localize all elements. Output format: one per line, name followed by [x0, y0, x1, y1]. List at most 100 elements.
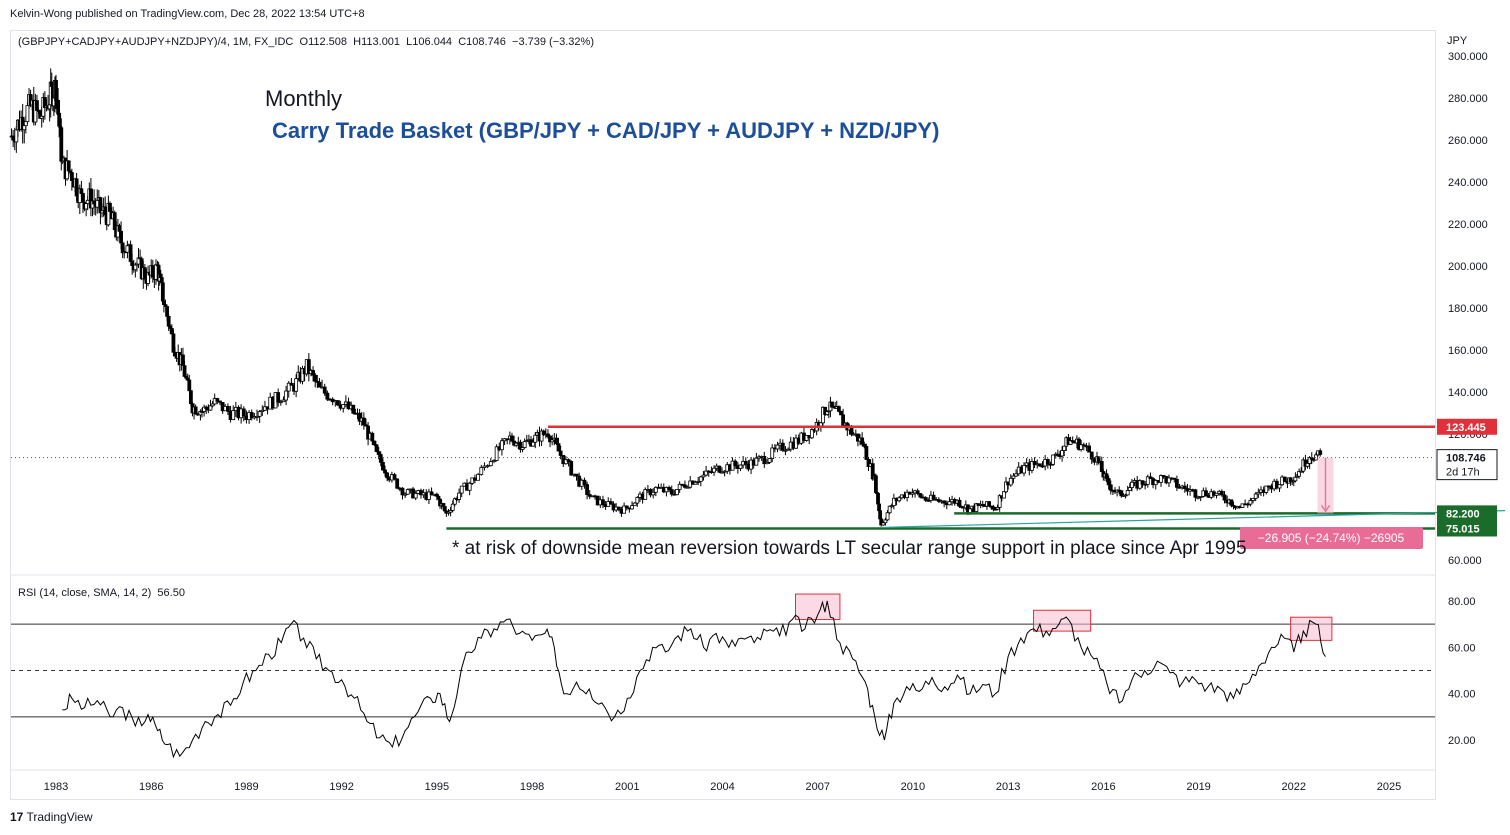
candle-body: [862, 443, 867, 447]
rsi-legend: RSI (14, close, SMA, 14, 2) 56.50: [18, 587, 185, 599]
candle-body: [119, 230, 123, 244]
price-badge-resistance: [1437, 418, 1497, 435]
candle-body: [108, 202, 112, 212]
candle-body: [150, 265, 155, 278]
time-tick-label: 1989: [234, 781, 258, 793]
time-tick-label: 1986: [139, 781, 163, 793]
candle-body: [249, 412, 254, 419]
high-value: H113.001: [353, 36, 401, 48]
candle-body: [400, 487, 405, 496]
price-tick-label: 300.000: [1448, 51, 1488, 63]
candle-body: [630, 505, 634, 510]
price-tick-label: 220.000: [1448, 219, 1488, 231]
candle-body: [1040, 465, 1045, 468]
candle-body: [473, 477, 477, 481]
candle-body: [780, 442, 785, 451]
annotation-note[interactable]: * at risk of downside mean reversion tow…: [452, 538, 1247, 559]
price-tick-label: 60.000: [1448, 555, 1482, 567]
candle-body: [1099, 461, 1104, 472]
candle-body: [35, 100, 39, 111]
candle-body: [616, 506, 621, 510]
candle-body: [783, 449, 788, 452]
candle-body: [722, 470, 727, 473]
candle-body: [306, 359, 311, 374]
candle-body: [284, 390, 289, 401]
trend-line: [881, 510, 1506, 529]
candle-body: [1295, 475, 1299, 478]
candle-body: [918, 493, 923, 498]
candle-body: [856, 433, 860, 442]
candle-body: [202, 406, 207, 412]
candle-body: [364, 424, 368, 427]
price-badge-text: 75.015: [1446, 523, 1480, 535]
candle-body: [193, 406, 198, 415]
symbol-name[interactable]: (GBPJPY+CADJPY+AUDJPY+NZDJPY)/4, 1M, FX_…: [18, 36, 294, 48]
price-tick-label: 280.000: [1448, 93, 1488, 105]
price-badge-support_upper: [1437, 505, 1497, 522]
candle-body: [554, 437, 559, 445]
candle-body: [968, 508, 972, 513]
candle-body: [427, 491, 431, 500]
footer-brand[interactable]: 17 TradingView: [10, 810, 93, 824]
candle-body: [910, 492, 915, 495]
candle-body: [1307, 457, 1312, 464]
candle-body: [1161, 475, 1166, 477]
candle-body: [69, 172, 74, 181]
candle-body: [395, 478, 400, 489]
candle-body: [436, 495, 441, 500]
candle-body: [171, 333, 176, 353]
rsi-legend-text[interactable]: RSI (14, close, SMA, 14, 2): [18, 587, 152, 599]
candle-body: [74, 178, 79, 197]
candle-body: [1070, 440, 1075, 443]
annotation-title[interactable]: Monthly: [265, 86, 343, 111]
candle-body: [130, 261, 135, 266]
candle-body: [372, 440, 377, 446]
candle-body: [762, 456, 767, 465]
candle-body: [514, 442, 519, 446]
candle-body: [860, 437, 865, 445]
candle-body: [1030, 461, 1034, 471]
candle-body: [874, 475, 878, 493]
price-badge-text: 82.200: [1446, 508, 1480, 520]
candle-body: [374, 444, 379, 452]
candle-body: [92, 200, 96, 205]
candle-body: [1068, 440, 1073, 445]
candle-body: [341, 404, 346, 409]
candle-body: [569, 461, 574, 476]
candle-body: [574, 473, 579, 477]
candle-body: [169, 328, 174, 335]
candle-body: [188, 390, 193, 405]
candle-body: [1256, 491, 1261, 495]
rsi-tick-label: 80.00: [1448, 596, 1476, 608]
candle-body: [1119, 490, 1124, 497]
time-tick-label: 2004: [710, 781, 734, 793]
low-value: L106.044: [406, 36, 453, 48]
candle-body: [841, 414, 846, 426]
candle-body: [226, 405, 230, 412]
candle-body: [278, 401, 283, 404]
candle-body: [889, 505, 894, 508]
price-tick-label: 200.000: [1448, 261, 1488, 273]
candle-body: [459, 485, 464, 494]
candle-body: [403, 493, 408, 496]
candle-body: [923, 497, 928, 501]
candle-body: [281, 399, 286, 403]
candle-body: [510, 435, 514, 442]
candle-body: [448, 509, 453, 513]
candle-body: [608, 501, 613, 505]
price-tick-label: 240.000: [1448, 177, 1488, 189]
candle-body: [866, 459, 871, 467]
candle-body: [717, 465, 722, 473]
candle-body: [413, 493, 418, 499]
candle-body: [885, 512, 890, 521]
candle-body: [286, 382, 291, 392]
rsi-tick-label: 60.00: [1448, 642, 1476, 654]
annotation-subtitle[interactable]: Carry Trade Basket (GBP/JPY + CAD/JPY + …: [272, 118, 940, 143]
candle-body: [733, 460, 738, 467]
candle-body: [457, 492, 461, 500]
candle-body: [1172, 477, 1177, 480]
candle-body: [770, 447, 775, 459]
candle-body: [1159, 475, 1163, 483]
candle-body: [1087, 445, 1091, 453]
